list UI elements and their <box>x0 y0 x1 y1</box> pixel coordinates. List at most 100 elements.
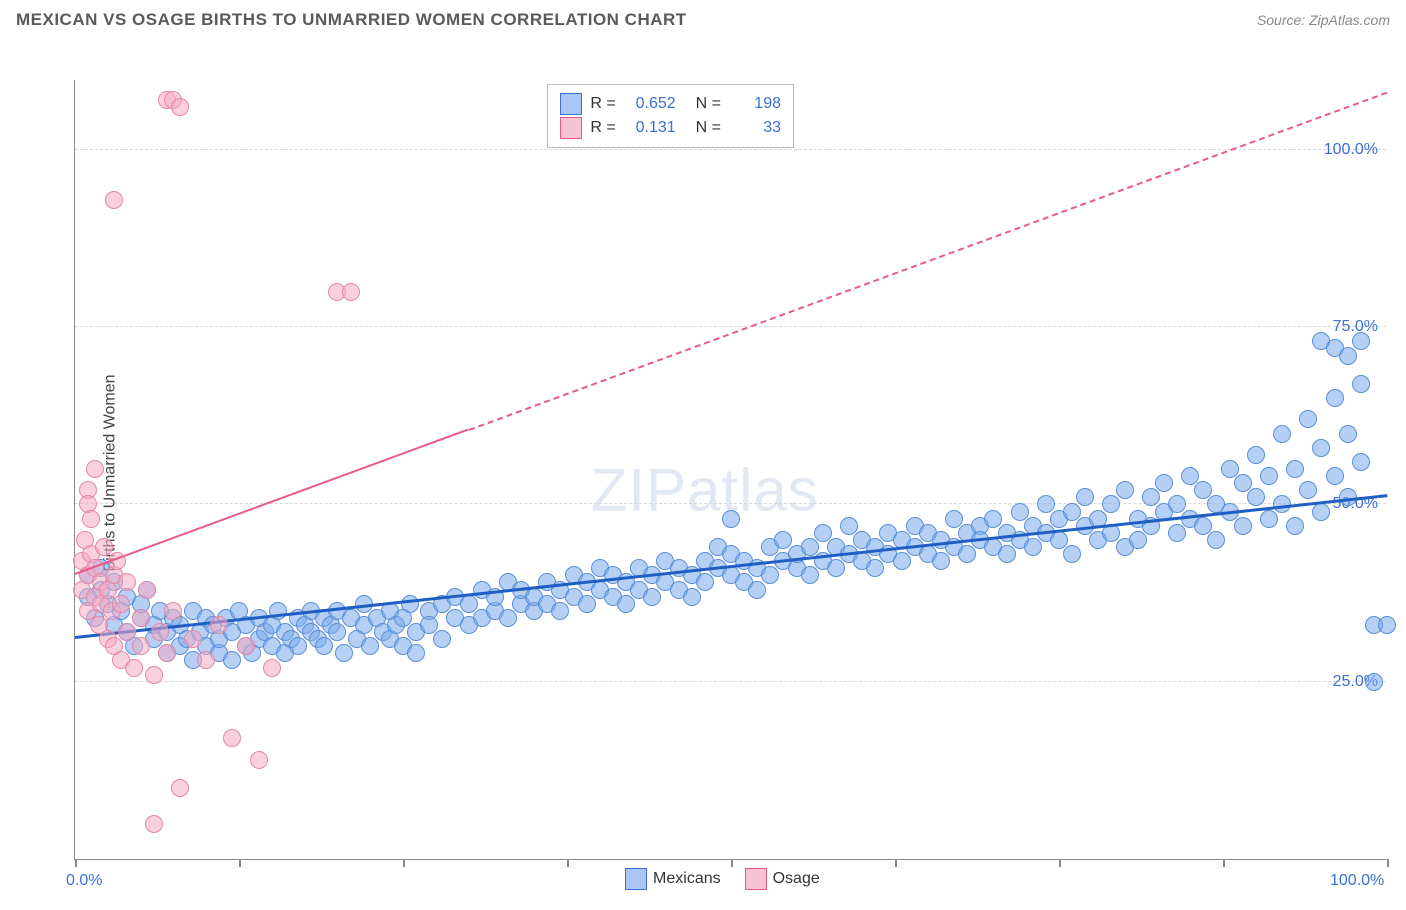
data-point <box>1234 474 1252 492</box>
data-point <box>761 566 779 584</box>
data-point <box>1181 467 1199 485</box>
data-point <box>1312 439 1330 457</box>
data-point <box>407 644 425 662</box>
legend-n-label: N = <box>696 119 721 137</box>
data-point <box>643 588 661 606</box>
data-point <box>840 517 858 535</box>
data-point <box>250 751 268 769</box>
watermark-bold: ZIP <box>591 457 687 524</box>
data-point <box>801 566 819 584</box>
data-point <box>1312 503 1330 521</box>
data-point <box>171 98 189 116</box>
data-point <box>1352 332 1370 350</box>
data-point <box>1378 616 1396 634</box>
data-point <box>1247 446 1265 464</box>
chart-title: MEXICAN VS OSAGE BIRTHS TO UNMARRIED WOM… <box>16 10 687 30</box>
x-tick <box>895 859 897 867</box>
data-point <box>237 637 255 655</box>
gridline <box>75 326 1386 327</box>
x-tick <box>239 859 241 867</box>
y-tick-label: 100.0% <box>1324 141 1378 159</box>
data-point <box>1037 495 1055 513</box>
data-point <box>578 595 596 613</box>
data-point <box>866 559 884 577</box>
data-point <box>1273 425 1291 443</box>
data-point <box>1155 474 1173 492</box>
data-point <box>164 602 182 620</box>
data-point <box>95 538 113 556</box>
data-point <box>433 630 451 648</box>
data-point <box>827 559 845 577</box>
data-point <box>328 623 346 641</box>
data-point <box>1011 503 1029 521</box>
watermark-thin: atlas <box>687 457 819 524</box>
gridline <box>75 681 1386 682</box>
data-point <box>1168 524 1186 542</box>
data-point <box>1129 531 1147 549</box>
data-point <box>223 729 241 747</box>
data-point <box>210 616 228 634</box>
legend-n-value: 198 <box>729 95 781 113</box>
data-point <box>118 573 136 591</box>
data-point <box>315 637 333 655</box>
data-point <box>1221 460 1239 478</box>
data-point <box>1168 495 1186 513</box>
data-point <box>1063 503 1081 521</box>
data-point <box>1142 488 1160 506</box>
plot-area: ZIPatlas R =0.652N =198R =0.131N =33 25.… <box>74 80 1386 860</box>
data-point <box>361 637 379 655</box>
x-tick <box>403 859 405 867</box>
data-point <box>1024 538 1042 556</box>
data-point <box>1339 347 1357 365</box>
data-point <box>893 552 911 570</box>
data-point <box>1365 673 1383 691</box>
legend-r-label: R = <box>590 95 615 113</box>
x-tick <box>567 859 569 867</box>
data-point <box>1260 467 1278 485</box>
legend-row: R =0.652N =198 <box>560 93 781 115</box>
data-point <box>696 573 714 591</box>
data-point <box>158 644 176 662</box>
data-point <box>420 616 438 634</box>
data-point <box>499 609 517 627</box>
x-tick <box>731 859 733 867</box>
legend-swatch <box>745 868 767 890</box>
data-point <box>132 609 150 627</box>
chart-header: MEXICAN VS OSAGE BIRTHS TO UNMARRIED WOM… <box>0 0 1406 36</box>
data-point <box>1102 495 1120 513</box>
data-point <box>1326 467 1344 485</box>
x-axis-label: 0.0% <box>66 872 102 890</box>
legend-r-value: 0.652 <box>624 95 676 113</box>
data-point <box>1194 517 1212 535</box>
x-tick <box>1223 859 1225 867</box>
data-point <box>1076 488 1094 506</box>
data-point <box>774 531 792 549</box>
data-point <box>82 510 100 528</box>
data-point <box>223 651 241 669</box>
data-point <box>984 510 1002 528</box>
data-point <box>112 595 130 613</box>
data-point <box>184 630 202 648</box>
data-point <box>958 545 976 563</box>
data-point <box>151 623 169 641</box>
data-point <box>932 552 950 570</box>
data-point <box>263 659 281 677</box>
data-point <box>1116 481 1134 499</box>
data-point <box>998 545 1016 563</box>
data-point <box>401 595 419 613</box>
data-point <box>118 623 136 641</box>
data-point <box>1050 531 1068 549</box>
data-point <box>1194 481 1212 499</box>
data-point <box>1326 389 1344 407</box>
legend-label: Osage <box>773 870 820 887</box>
gridline <box>75 503 1386 504</box>
data-point <box>1207 531 1225 549</box>
data-point <box>125 659 143 677</box>
data-point <box>145 815 163 833</box>
data-point <box>1063 545 1081 563</box>
chart-source: Source: ZipAtlas.com <box>1257 12 1390 28</box>
data-point <box>1352 453 1370 471</box>
legend-label: Mexicans <box>653 870 721 887</box>
data-point <box>335 644 353 662</box>
data-point <box>132 637 150 655</box>
